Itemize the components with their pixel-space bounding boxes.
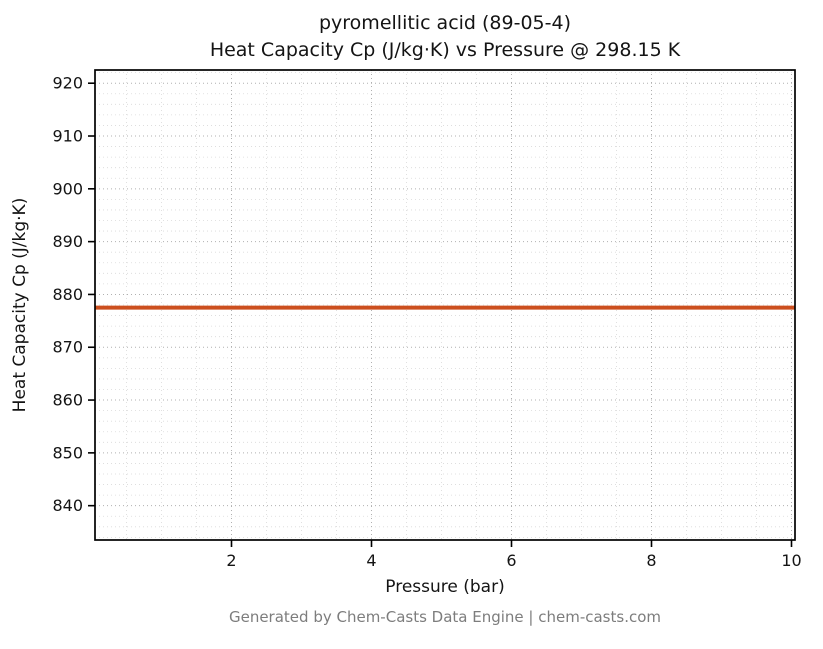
- minor-gridlines: [95, 70, 795, 540]
- y-tick-label: 850: [52, 443, 83, 462]
- chart-title-line1: pyromellitic acid (89-05-4): [319, 12, 571, 34]
- plot-border: [94, 69, 796, 541]
- x-axis-label: Pressure (bar): [385, 577, 504, 597]
- y-axis-label: Heat Capacity Cp (J/kg·K): [10, 198, 30, 413]
- x-tick-label: 2: [226, 551, 236, 570]
- x-tick-label: 6: [506, 551, 516, 570]
- x-tick-label: 8: [646, 551, 656, 570]
- y-tick-label: 870: [52, 338, 83, 357]
- y-tick-label: 900: [52, 179, 83, 198]
- chart-title-line2: Heat Capacity Cp (J/kg·K) vs Pressure @ …: [210, 39, 681, 61]
- y-tick-label: 880: [52, 285, 83, 304]
- footer-credit: Generated by Chem-Casts Data Engine | ch…: [229, 608, 661, 626]
- major-gridlines: [95, 70, 795, 540]
- axis-tick-labels: 2 4 6 8 10 840 850 860 870 880 890 900 910 920: [52, 74, 801, 570]
- y-tick-label: 890: [52, 232, 83, 251]
- x-tick-label: 4: [366, 551, 376, 570]
- axis-ticks: [88, 82, 793, 547]
- y-tick-label: 910: [52, 127, 83, 146]
- y-tick-label: 840: [52, 496, 83, 515]
- y-tick-label: 860: [52, 391, 83, 410]
- x-tick-label: 10: [781, 551, 801, 570]
- y-tick-label: 920: [52, 74, 83, 93]
